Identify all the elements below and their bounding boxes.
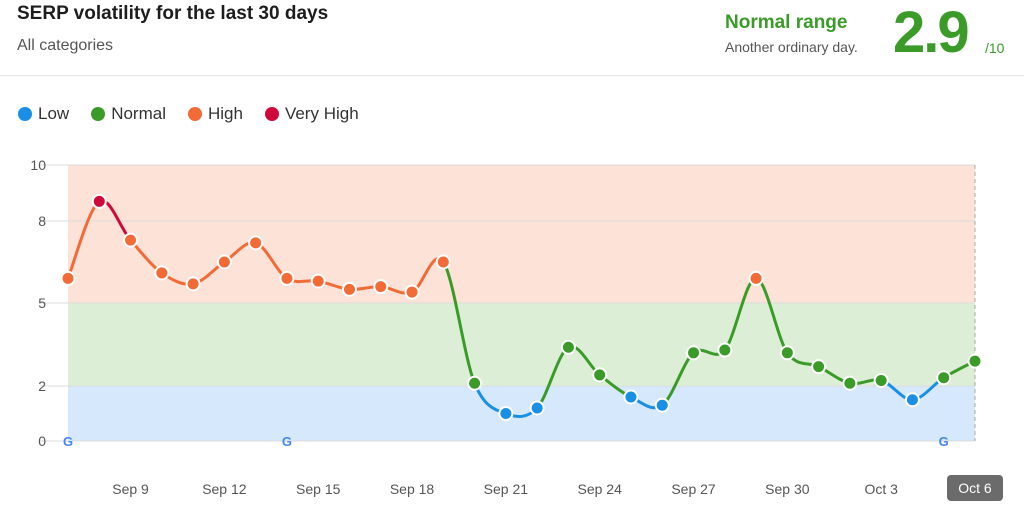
x-tick-highlight xyxy=(947,475,1003,501)
data-point xyxy=(904,392,920,408)
y-tick-label: 5 xyxy=(38,295,46,311)
data-point xyxy=(341,281,357,297)
data-point xyxy=(842,375,858,391)
x-tick-label: Sep 18 xyxy=(390,481,435,497)
y-tick-label: 8 xyxy=(38,213,46,229)
data-point xyxy=(717,342,733,358)
legend: Low Normal High Very High xyxy=(18,104,359,124)
data-point xyxy=(654,397,670,413)
data-point xyxy=(248,235,264,251)
legend-item-low[interactable]: Low xyxy=(18,104,69,124)
x-tick-label: Sep 21 xyxy=(484,481,529,497)
legend-dot-very-high xyxy=(264,107,279,121)
data-point xyxy=(967,353,983,369)
legend-item-very-high[interactable]: Very High xyxy=(264,104,359,124)
y-tick-label: 2 xyxy=(38,378,46,394)
data-point xyxy=(154,265,170,281)
legend-dot-low xyxy=(18,107,32,121)
page-title: SERP volatility for the last 30 days xyxy=(17,3,329,24)
x-tick-label: Sep 15 xyxy=(296,481,341,497)
data-point xyxy=(686,345,702,361)
legend-dot-normal xyxy=(91,107,106,121)
google-update-icon: G xyxy=(939,434,949,449)
x-tick-label: Oct 3 xyxy=(864,481,898,497)
data-point xyxy=(560,339,576,355)
data-point xyxy=(623,389,639,405)
x-tick-label: Sep 12 xyxy=(202,481,247,497)
y-tick-label: 0 xyxy=(38,433,46,449)
x-tick-label: Oct 6 xyxy=(958,480,992,496)
legend-label: High xyxy=(207,104,243,123)
data-point xyxy=(279,270,295,286)
series-line-segment xyxy=(441,260,477,385)
band-normal xyxy=(68,303,975,386)
data-point xyxy=(529,400,545,416)
legend-item-normal[interactable]: Normal xyxy=(91,104,166,124)
volatility-score-max: /10 xyxy=(985,40,1005,56)
band-low xyxy=(68,386,975,441)
data-point xyxy=(435,254,451,270)
range-description: Another ordinary day. xyxy=(725,39,858,55)
legend-item-high[interactable]: High xyxy=(187,104,243,124)
legend-label: Normal xyxy=(111,104,166,123)
legend-dot-high xyxy=(187,107,202,121)
x-tick-label: Sep 24 xyxy=(578,481,623,497)
band-high xyxy=(68,165,975,303)
data-point xyxy=(373,279,389,295)
data-point xyxy=(216,254,232,270)
data-point xyxy=(60,270,76,286)
data-point xyxy=(310,273,326,289)
data-point xyxy=(123,232,139,248)
x-tick-label: Sep 30 xyxy=(765,481,810,497)
volatility-score: 2.9 xyxy=(893,0,970,65)
google-update-icon: G xyxy=(63,434,73,449)
range-label: Normal range xyxy=(725,12,848,33)
data-point xyxy=(873,372,889,388)
x-tick-label: Sep 27 xyxy=(671,481,716,497)
data-point xyxy=(467,375,483,391)
data-point xyxy=(592,367,608,383)
data-point xyxy=(811,359,827,375)
data-point xyxy=(936,370,952,386)
legend-label: Very High xyxy=(284,104,359,123)
header: SERP volatility for the last 30 days All… xyxy=(0,0,1024,76)
google-update-icon: G xyxy=(282,434,292,449)
data-point xyxy=(91,193,107,209)
data-point xyxy=(779,345,795,361)
legend-label: Low xyxy=(38,104,70,123)
data-point xyxy=(748,270,764,286)
category-selector[interactable]: All categories xyxy=(17,37,114,54)
data-point xyxy=(498,406,514,421)
y-tick-label: 10 xyxy=(30,157,46,173)
data-point xyxy=(404,284,420,300)
data-point xyxy=(185,276,201,292)
x-tick-label: Sep 9 xyxy=(112,481,149,497)
